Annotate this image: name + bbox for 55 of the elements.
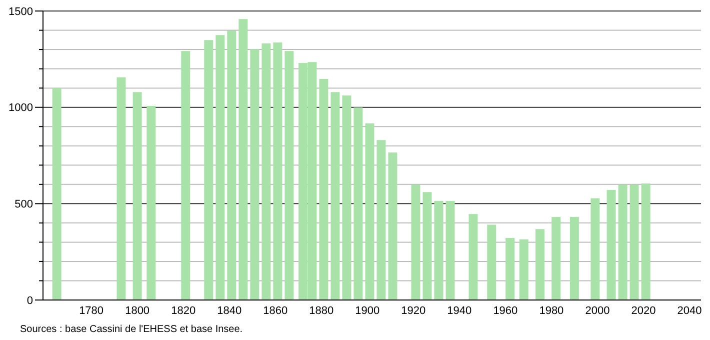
bar [330,92,340,300]
bar [487,224,496,300]
bar [590,198,600,300]
y-tick-label: 1000 [8,102,33,114]
bar [570,216,579,300]
bar [284,51,294,300]
x-tick-label: 1780 [79,305,104,317]
x-tick-label: 1940 [447,305,472,317]
bar [552,216,561,300]
x-tick-label: 1840 [217,305,242,317]
bar [506,238,515,300]
bar [262,43,271,300]
bar [376,140,386,300]
bar [388,152,398,300]
bar [146,106,156,300]
y-tick-label: 500 [14,198,33,211]
bar [116,77,126,300]
bar [52,88,62,300]
x-tick-label: 2040 [677,305,702,317]
x-tick-label: 1980 [539,305,564,317]
x-tick-label: 1800 [125,305,150,317]
bar [468,214,478,300]
bar [411,184,420,300]
bar [342,95,352,300]
bar [216,35,225,300]
bar [365,123,374,300]
bar [535,229,544,300]
bar [434,200,444,300]
x-tick-label: 2000 [585,305,610,317]
bar [618,184,628,300]
bar [273,42,282,300]
bar [422,192,432,300]
bar [446,200,455,300]
bar [132,92,142,300]
x-tick-label: 1920 [401,305,426,317]
x-tick-label: 2020 [631,305,656,317]
x-tick-label: 1880 [309,305,334,317]
x-tick-label: 1820 [171,305,196,317]
bar [641,183,650,300]
x-tick-label: 1900 [355,305,380,317]
source-note: Sources : base Cassini de l'EHESS et base Insee. [20,324,243,335]
bar [238,19,248,300]
bar [319,79,328,300]
bar [519,239,528,300]
x-tick-label: 1960 [493,305,518,317]
bar [630,184,639,300]
bar [181,51,190,300]
bar [227,30,236,300]
bar [354,107,363,300]
bar [606,190,616,300]
bar [204,40,214,300]
y-tick-label: 1500 [8,6,33,18]
bar [250,49,260,300]
y-tick-label: 0 [26,294,33,307]
x-tick-label: 1860 [263,305,288,317]
